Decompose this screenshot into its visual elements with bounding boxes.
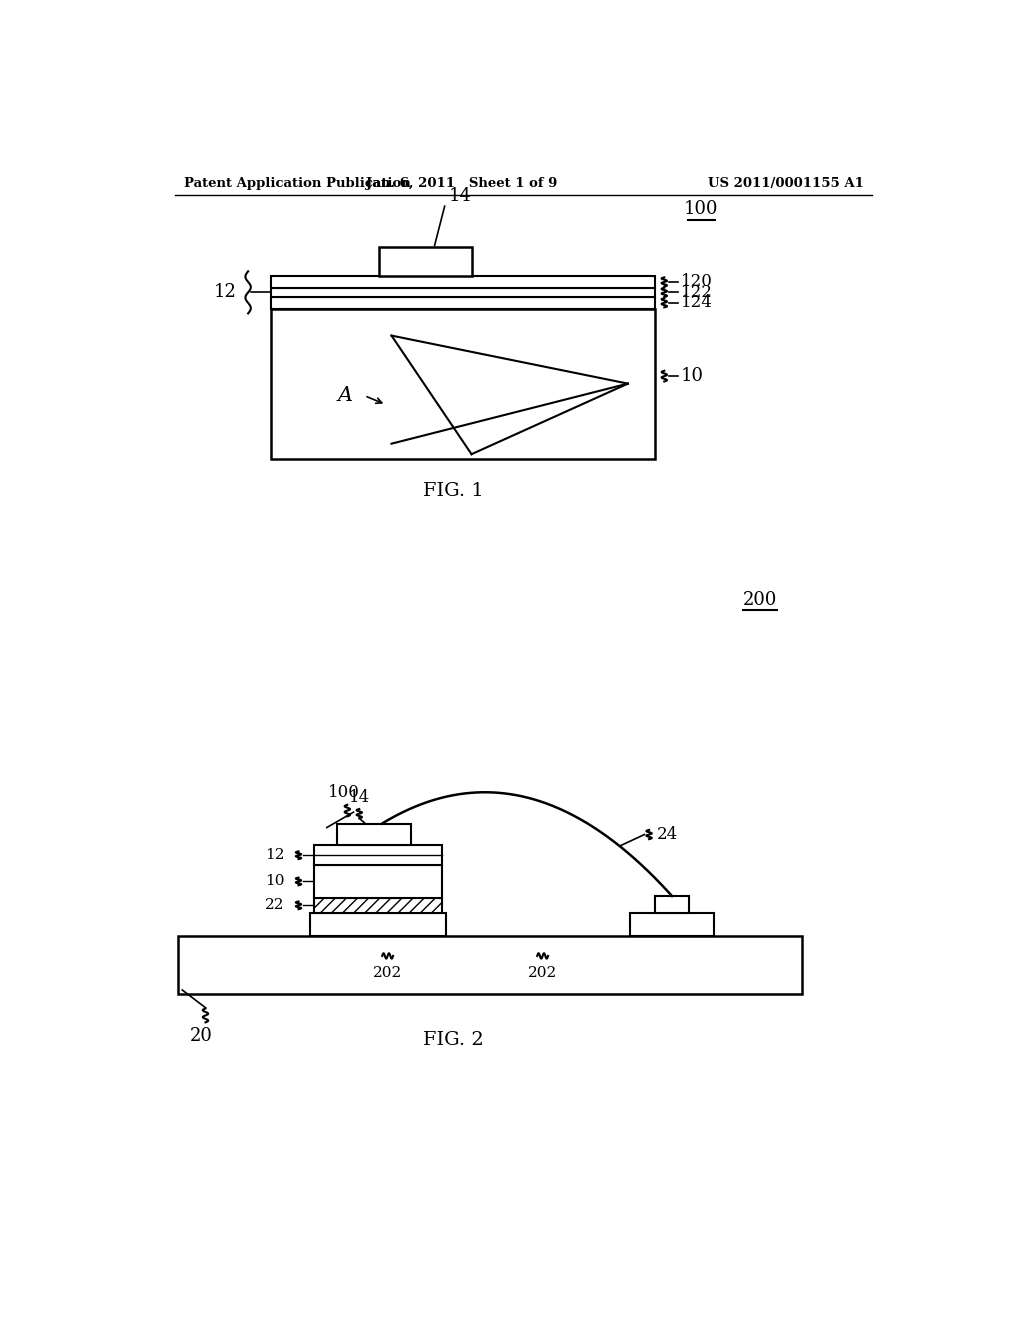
Bar bbox=[271, 309, 655, 459]
Text: 22: 22 bbox=[265, 899, 285, 912]
Text: FIG. 2: FIG. 2 bbox=[423, 1031, 484, 1049]
Bar bbox=[271, 276, 655, 288]
Bar bbox=[314, 898, 442, 913]
Bar bbox=[379, 247, 472, 276]
Bar bbox=[271, 288, 655, 297]
Text: 100: 100 bbox=[684, 201, 719, 218]
Text: FIG. 1: FIG. 1 bbox=[423, 482, 484, 500]
Bar bbox=[314, 866, 442, 898]
Bar bbox=[630, 913, 714, 936]
Text: 202: 202 bbox=[528, 966, 557, 979]
Text: US 2011/0001155 A1: US 2011/0001155 A1 bbox=[709, 177, 864, 190]
Text: 10: 10 bbox=[265, 874, 285, 888]
Text: 124: 124 bbox=[681, 294, 713, 312]
Bar bbox=[310, 913, 445, 936]
Text: 24: 24 bbox=[656, 826, 678, 843]
Bar bbox=[178, 936, 802, 994]
Text: 14: 14 bbox=[348, 789, 370, 807]
Bar bbox=[271, 297, 655, 309]
Text: 120: 120 bbox=[681, 273, 713, 290]
Text: 200: 200 bbox=[742, 591, 777, 609]
Text: 100: 100 bbox=[328, 784, 359, 800]
Text: 12: 12 bbox=[265, 849, 285, 862]
Text: 20: 20 bbox=[190, 1027, 213, 1045]
Bar bbox=[314, 845, 442, 866]
Text: Jan. 6, 2011   Sheet 1 of 9: Jan. 6, 2011 Sheet 1 of 9 bbox=[366, 177, 557, 190]
Text: 14: 14 bbox=[449, 186, 471, 205]
Text: 12: 12 bbox=[214, 284, 237, 301]
Bar bbox=[337, 824, 412, 845]
Text: 10: 10 bbox=[681, 367, 703, 385]
Text: 202: 202 bbox=[373, 966, 402, 979]
Text: Patent Application Publication: Patent Application Publication bbox=[183, 177, 411, 190]
Bar bbox=[314, 898, 442, 913]
Text: A: A bbox=[338, 387, 352, 405]
Text: 122: 122 bbox=[681, 284, 713, 301]
Bar bbox=[654, 896, 689, 913]
